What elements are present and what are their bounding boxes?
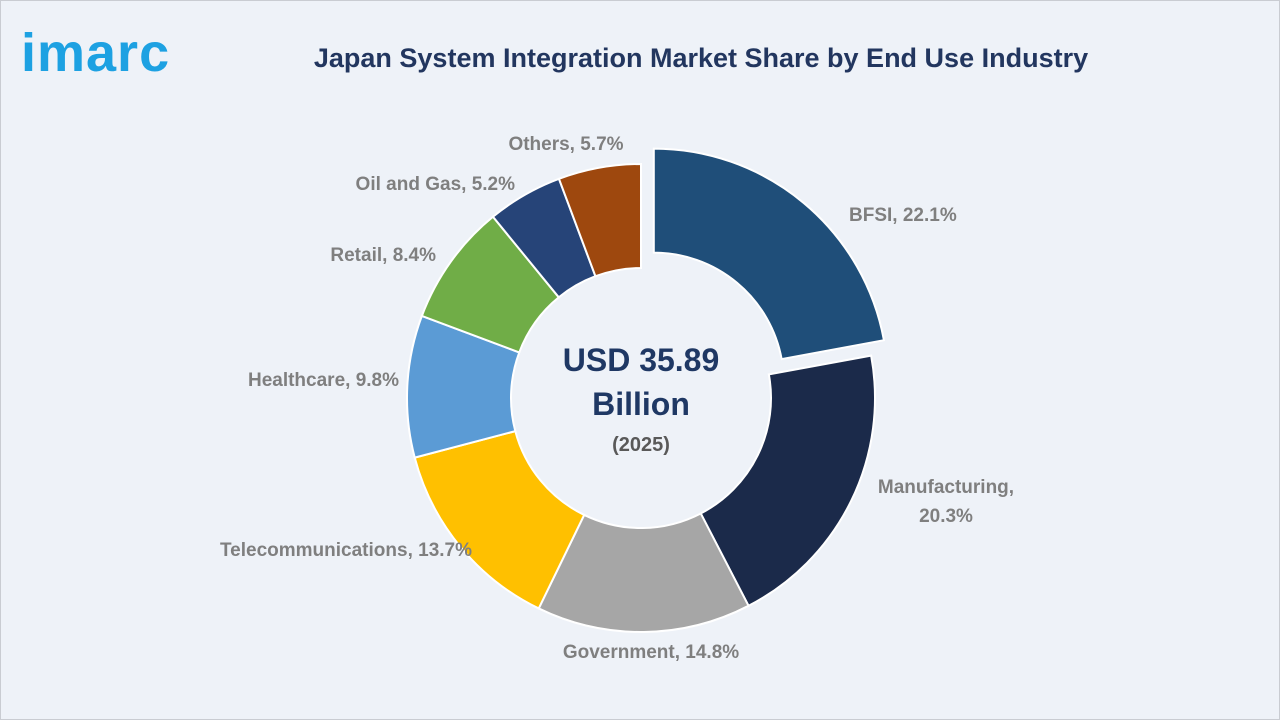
- chart-title: Japan System Integration Market Share by…: [313, 43, 1089, 73]
- data-label: Healthcare, 9.8%: [247, 370, 399, 391]
- data-label: Retail, 8.4%: [330, 245, 436, 266]
- donut-segment: [652, 147, 886, 361]
- data-label: Manufacturing, 20.3%: [877, 477, 1015, 527]
- data-label: Government, 14.8%: [562, 642, 740, 663]
- donut-segment: [537, 512, 750, 633]
- center-subtext: (2025): [612, 434, 670, 456]
- center-text: USD 35.89 Billion: [562, 342, 720, 422]
- donut-segment: [699, 354, 876, 608]
- data-label: BFSI, 22.1%: [849, 205, 957, 226]
- data-label: Others, 5.7%: [508, 134, 624, 155]
- logo: imarc: [21, 23, 171, 83]
- donut-segment: [557, 162, 642, 278]
- data-label: Oil and Gas, 5.2%: [355, 174, 515, 195]
- data-label: Telecommunications, 13.7%: [219, 540, 472, 561]
